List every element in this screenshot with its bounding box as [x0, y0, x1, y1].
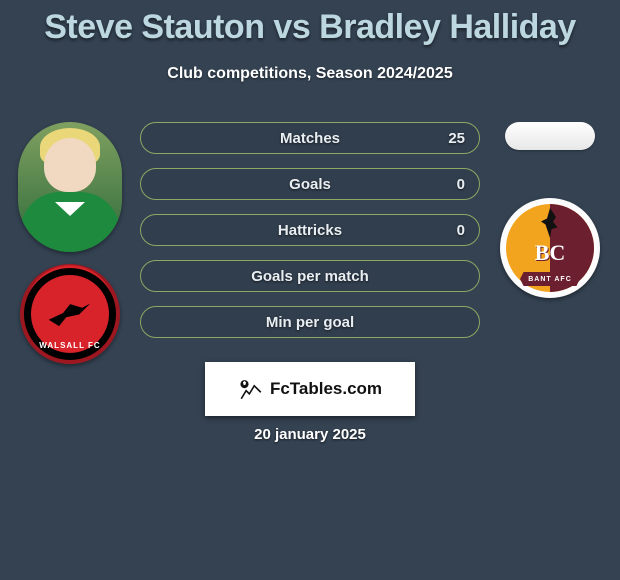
- brand-badge: FcTables.com: [205, 362, 415, 416]
- club-crest-walsall: WALSALL FC: [20, 264, 120, 364]
- stat-value-right: 25: [448, 123, 465, 153]
- stat-row-goals: Goals 0: [140, 168, 480, 200]
- page-subtitle: Club competitions, Season 2024/2025: [0, 65, 620, 83]
- club-crest-bradford: BC BANT AFC: [500, 198, 600, 298]
- bradford-ribbon-text: BANT AFC: [520, 272, 580, 286]
- stat-row-hattricks: Hattricks 0: [140, 214, 480, 246]
- page-title: Steve Stauton vs Bradley Halliday: [0, 0, 620, 47]
- stat-label: Min per goal: [141, 307, 479, 337]
- stat-row-mpg: Min per goal: [140, 306, 480, 338]
- stat-row-matches: Matches 25: [140, 122, 480, 154]
- bradford-bc-text: BC: [500, 240, 600, 266]
- player-left-photo: [18, 122, 122, 252]
- stat-label: Goals: [141, 169, 479, 199]
- stat-value-right: 0: [457, 169, 465, 199]
- soccer-icon: [238, 376, 264, 402]
- stats-block: Matches 25 Goals 0 Hattricks 0 Goals per…: [140, 122, 480, 352]
- player-left-column: WALSALL FC: [10, 122, 130, 364]
- stat-label: Hattricks: [141, 215, 479, 245]
- stat-value-right: 0: [457, 215, 465, 245]
- brand-text: FcTables.com: [270, 379, 382, 399]
- player-right-column: BC BANT AFC: [490, 122, 610, 298]
- stat-label: Goals per match: [141, 261, 479, 291]
- date-text: 20 january 2025: [0, 426, 620, 443]
- player-right-photo-placeholder: [505, 122, 595, 150]
- stat-row-gpm: Goals per match: [140, 260, 480, 292]
- stat-label: Matches: [141, 123, 479, 153]
- walsall-text: WALSALL FC: [20, 341, 120, 350]
